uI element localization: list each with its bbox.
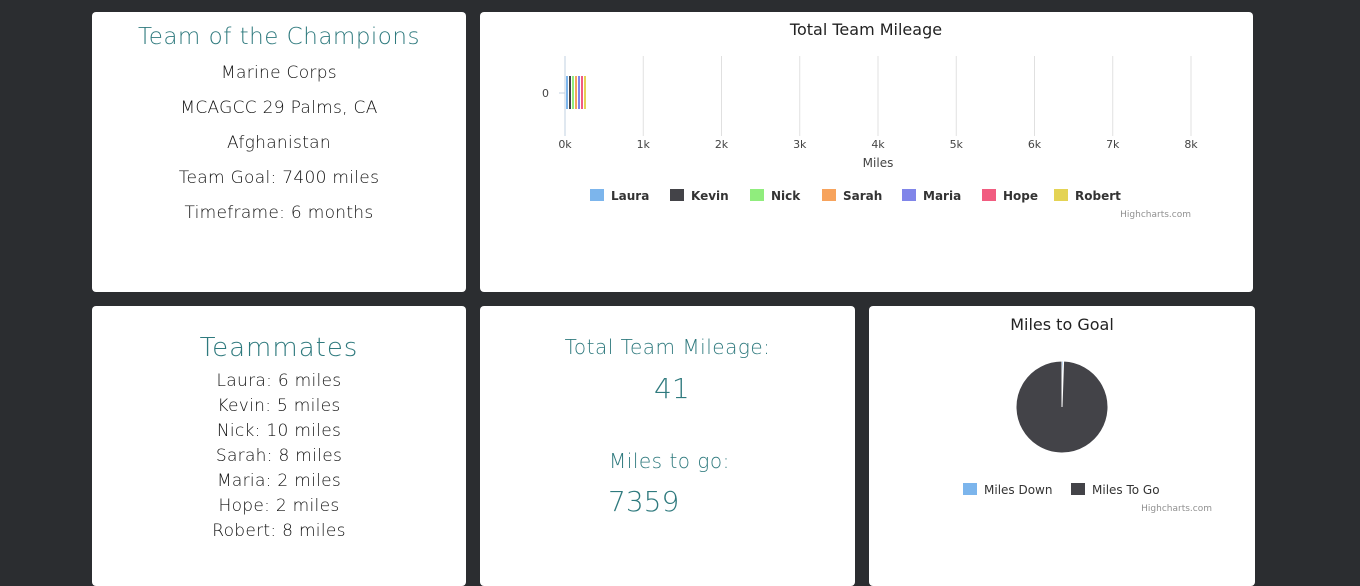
- x-tick-label: 5k: [950, 138, 964, 151]
- legend-swatch-robert: [1054, 189, 1068, 201]
- pie-legend-label: Miles Down: [984, 483, 1052, 497]
- teammates-card: Teammates Laura: 6 miles Kevin: 5 miles …: [92, 306, 466, 586]
- base-text: MCAGCC 29 Palms, CA: [180, 98, 378, 118]
- legend-label: Kevin: [691, 189, 729, 203]
- teammates-list: Laura: 6 miles Kevin: 5 miles Nick: 10 m…: [92, 369, 466, 544]
- team-goal-text: Team Goal: 7400 miles: [178, 168, 380, 188]
- highcharts-credit: Highcharts.com: [1120, 210, 1191, 220]
- x-tick-label: 8k: [1184, 138, 1198, 151]
- teammate-item: Nick: 10 miles: [216, 421, 342, 441]
- legend-label: Sarah: [843, 189, 882, 203]
- y-tick-label: 0: [542, 87, 549, 100]
- mileage-bar-chart: Total Team Mileage 0k 1k 2k 3k 4k 5k 6k 7k 8k 0 Mil…: [542, 20, 1198, 220]
- pie-legend-swatch: [1071, 483, 1085, 495]
- miles-to-go-value: 7359: [608, 485, 680, 518]
- teammate-item: Kevin: 5 miles: [217, 396, 341, 416]
- x-tick-label: 2k: [715, 138, 729, 151]
- bar-sarah: [575, 76, 577, 109]
- bar-hope: [581, 76, 583, 109]
- legend-swatch-hope: [982, 189, 996, 201]
- x-tick-label: 1k: [637, 138, 651, 151]
- branch-text: Marine Corps: [221, 63, 337, 83]
- totals-card: Total Team Mileage: 41 Miles to go: 7359: [480, 306, 855, 586]
- legend-swatch-kevin: [670, 189, 684, 201]
- miles-to-goal-pie-card: Miles to Goal Miles Down Miles To Go Highch…: [869, 306, 1255, 586]
- miles-to-go-label: Miles to go:: [609, 449, 730, 473]
- location-text: Afghanistan: [227, 133, 331, 153]
- pie-title: Miles to Goal: [1010, 315, 1114, 334]
- pie-legend-swatch: [963, 483, 977, 495]
- teammate-item: Sarah: 8 miles: [215, 446, 343, 466]
- bar-robert: [584, 76, 586, 109]
- legend-label: Nick: [771, 189, 801, 203]
- teammates-title: Teammates: [199, 333, 359, 363]
- x-axis-label: Miles: [863, 156, 894, 170]
- teammate-item: Hope: 2 miles: [218, 496, 340, 516]
- bar-nick: [572, 76, 574, 109]
- miles-to-goal-pie-chart: Miles to Goal Miles Down Miles To Go Highch…: [963, 315, 1212, 514]
- x-tick-label: 6k: [1028, 138, 1042, 151]
- teammate-item: Robert: 8 miles: [212, 521, 346, 541]
- timeframe-text: Timeframe: 6 months: [184, 203, 374, 223]
- x-tick-label: 4k: [871, 138, 885, 151]
- mileage-bar-chart-card: Total Team Mileage 0k 1k 2k 3k 4k 5k 6k 7k 8k 0 Mil…: [480, 12, 1253, 292]
- legend-swatch-sarah: [822, 189, 836, 201]
- pie-legend-label: Miles To Go: [1092, 483, 1160, 497]
- legend-label: Laura: [611, 189, 649, 203]
- chart-title: Total Team Mileage: [789, 20, 942, 39]
- legend-swatch-laura: [590, 189, 604, 201]
- team-name: Team of the Champions: [138, 24, 420, 50]
- teammate-item: Maria: 2 miles: [216, 471, 342, 491]
- pie-slice-miles-to-go: [1015, 360, 1109, 454]
- x-tick-label: 3k: [793, 138, 807, 151]
- teammate-item: Laura: 6 miles: [216, 371, 342, 391]
- legend-swatch-nick: [750, 189, 764, 201]
- legend-label: Hope: [1003, 189, 1038, 203]
- bar-kevin: [569, 76, 571, 109]
- bar-maria: [578, 76, 580, 109]
- legend-label: Maria: [923, 189, 961, 203]
- x-tick-label: 0k: [558, 138, 572, 151]
- legend-label: Robert: [1075, 189, 1121, 203]
- team-info-card: Team of the Champions Marine Corps MCAGC…: [92, 12, 466, 292]
- total-mileage-value: 41: [654, 372, 690, 405]
- bar-laura: [566, 76, 568, 109]
- highcharts-credit: Highcharts.com: [1141, 504, 1212, 514]
- total-mileage-label: Total Team Mileage:: [564, 335, 771, 359]
- x-tick-label: 7k: [1106, 138, 1120, 151]
- legend-swatch-maria: [902, 189, 916, 201]
